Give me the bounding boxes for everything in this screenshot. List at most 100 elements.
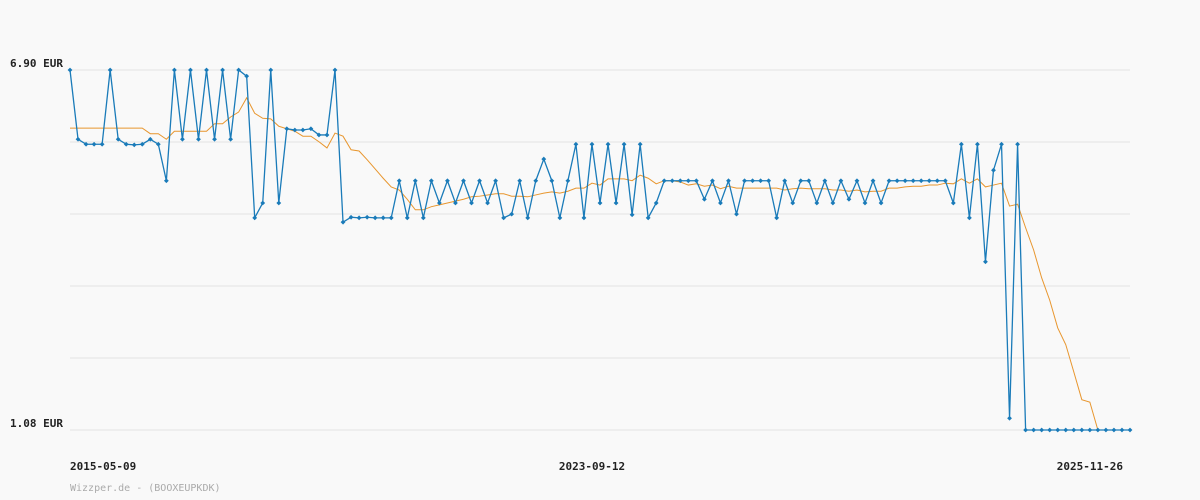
price-marker — [613, 200, 619, 206]
price-marker — [308, 126, 314, 132]
y-tick-label: 6.90 EUR — [10, 57, 63, 70]
price-marker — [806, 178, 812, 184]
price-marker — [445, 178, 450, 184]
price-marker — [316, 132, 322, 138]
price-marker — [1071, 427, 1077, 433]
price-marker — [693, 178, 699, 184]
price-marker — [525, 215, 531, 221]
price-marker — [950, 200, 956, 206]
price-marker — [412, 178, 418, 184]
price-marker — [196, 136, 201, 142]
price-marker — [396, 178, 402, 184]
price-marker — [782, 178, 788, 184]
price-marker — [573, 141, 579, 147]
price-marker — [758, 178, 764, 184]
price-marker — [1127, 427, 1133, 433]
price-marker — [629, 212, 635, 218]
price-marker — [838, 178, 844, 184]
price-marker — [533, 178, 539, 184]
price-marker — [356, 215, 362, 221]
price-marker — [268, 67, 274, 73]
price-marker — [637, 141, 643, 147]
price-marker — [332, 67, 338, 73]
price-marker — [1079, 427, 1085, 433]
price-marker — [1103, 427, 1109, 433]
x-tick-label: 2023-09-12 — [559, 460, 625, 473]
y-tick-label: 1.08 EUR — [10, 417, 63, 430]
price-marker — [364, 214, 370, 220]
price-marker — [75, 136, 81, 142]
price-marker — [902, 178, 908, 184]
price-marker — [340, 219, 346, 225]
price-marker — [91, 141, 97, 147]
price-marker — [348, 214, 354, 220]
price-marker — [123, 141, 129, 147]
price-marker — [115, 136, 121, 142]
price-marker — [910, 178, 916, 184]
price-marker — [750, 178, 755, 184]
price-marker — [1039, 427, 1045, 433]
price-marker — [252, 215, 258, 221]
price-line — [69, 68, 1130, 431]
price-marker — [324, 132, 330, 138]
price-marker — [292, 127, 298, 133]
price-marker — [260, 200, 266, 206]
price-marker — [1111, 427, 1117, 433]
price-marker — [621, 141, 627, 147]
x-tick-label: 2025-11-26 — [1057, 460, 1124, 473]
price-marker — [653, 200, 659, 206]
price-marker — [131, 142, 137, 148]
price-marker — [453, 200, 458, 206]
price-marker — [718, 200, 723, 206]
price-marker — [661, 178, 667, 184]
price-marker — [420, 215, 426, 221]
price-marker — [798, 178, 804, 184]
price-marker — [228, 136, 234, 142]
price-marker — [1015, 141, 1020, 147]
price-marker — [790, 200, 796, 206]
price-marker — [742, 178, 747, 184]
price-marker — [645, 215, 651, 221]
source-label: Wizzper.de - (BOOXEUPKDK) — [70, 483, 221, 494]
price-marker — [710, 178, 715, 184]
price-marker — [991, 167, 996, 173]
price-marker — [934, 178, 940, 184]
price-marker — [163, 178, 169, 184]
price-marker — [814, 200, 820, 206]
price-marker — [461, 178, 466, 184]
price-marker — [726, 178, 731, 184]
price-marker — [155, 141, 161, 147]
price-marker — [372, 215, 378, 221]
price-marker — [1031, 427, 1037, 433]
price-marker — [204, 67, 209, 73]
price-marker — [581, 215, 587, 221]
x-tick-label: 2015-05-09 — [70, 460, 136, 473]
price-marker — [509, 211, 515, 217]
price-marker — [493, 178, 499, 184]
price-marker — [139, 141, 145, 147]
price-marker — [107, 67, 113, 73]
price-marker — [1119, 427, 1125, 433]
price-marker — [734, 211, 739, 217]
price-marker — [854, 178, 860, 184]
price-marker — [597, 200, 603, 206]
price-marker — [1055, 427, 1061, 433]
price-marker — [862, 200, 868, 206]
price-marker — [677, 178, 683, 184]
price-marker — [830, 200, 836, 206]
price-marker — [1095, 427, 1101, 433]
price-marker — [388, 215, 394, 221]
price-marker — [886, 178, 892, 184]
price-marker — [67, 67, 73, 73]
price-marker — [958, 141, 964, 147]
price-marker — [975, 141, 980, 147]
price-marker — [918, 178, 924, 184]
price-marker — [99, 141, 105, 147]
price-marker — [244, 73, 250, 79]
price-marker — [999, 141, 1004, 147]
price-marker — [926, 178, 932, 184]
price-marker — [701, 196, 707, 202]
price-marker — [276, 200, 282, 206]
price-marker — [1023, 427, 1029, 433]
